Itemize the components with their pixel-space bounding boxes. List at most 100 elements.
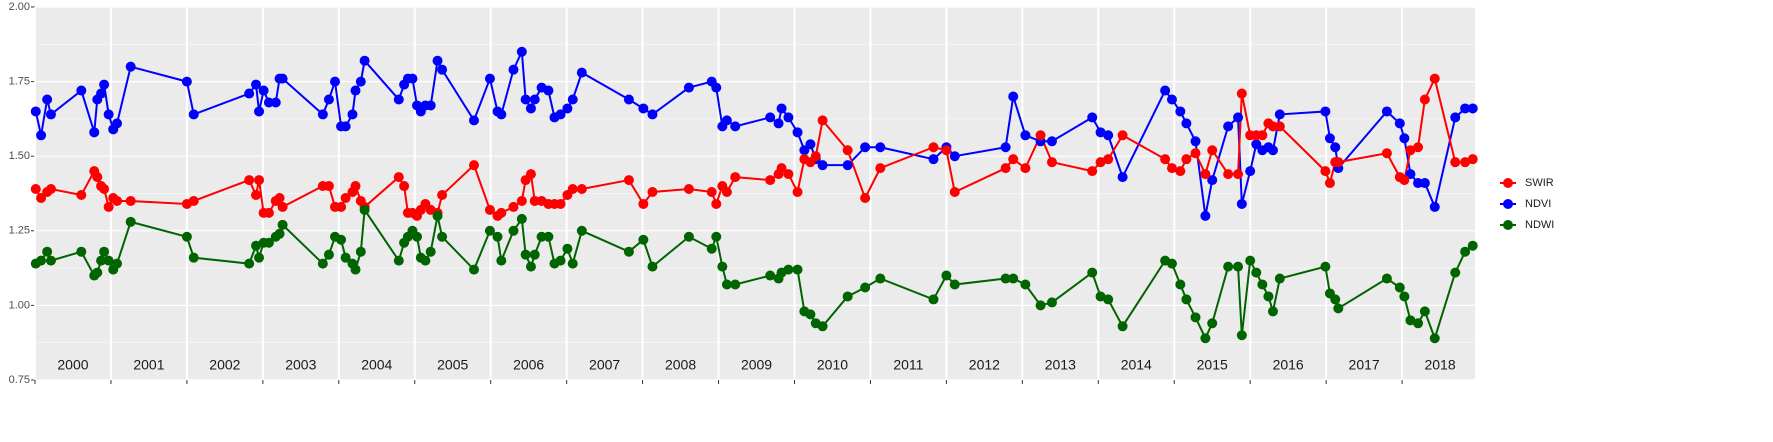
year-label: 2012 [969, 357, 1000, 373]
point [432, 55, 443, 66]
point [941, 145, 952, 156]
point [92, 172, 103, 183]
point [1320, 166, 1331, 177]
point [1467, 103, 1478, 114]
point [1267, 121, 1278, 132]
point [103, 201, 114, 212]
point [1000, 163, 1011, 174]
point [1190, 312, 1201, 323]
year-label: 2015 [1197, 357, 1228, 373]
point [1263, 291, 1274, 302]
legend-key [1503, 220, 1513, 230]
point [1035, 130, 1046, 141]
point [842, 145, 853, 156]
point [1245, 166, 1256, 177]
point [254, 252, 265, 263]
point [1117, 130, 1128, 141]
point [1095, 291, 1106, 302]
point [330, 76, 340, 87]
point [711, 231, 722, 242]
point [340, 192, 351, 203]
point [350, 181, 361, 192]
point [1166, 258, 1177, 269]
point [355, 76, 366, 87]
point [277, 201, 288, 212]
point [112, 195, 123, 206]
point [647, 261, 658, 272]
point [567, 184, 578, 195]
point [1095, 157, 1106, 168]
point [1207, 318, 1218, 329]
point [516, 195, 527, 206]
point [1175, 106, 1186, 117]
point [516, 213, 527, 224]
point [529, 249, 540, 260]
point [1274, 273, 1285, 284]
point [576, 184, 587, 195]
point [1233, 112, 1244, 123]
point [1381, 273, 1392, 284]
point [36, 130, 47, 141]
point [1233, 169, 1244, 180]
point [263, 207, 274, 218]
point [1274, 121, 1285, 132]
point [350, 85, 361, 96]
point [1236, 198, 1247, 209]
point [647, 187, 658, 198]
point [181, 231, 192, 242]
point [30, 106, 41, 117]
point [711, 198, 722, 209]
point [949, 279, 960, 290]
point [576, 67, 587, 78]
point [407, 73, 418, 84]
point [1008, 154, 1019, 165]
point [1330, 142, 1341, 153]
legend-key [1503, 178, 1513, 188]
point [188, 252, 199, 263]
point [765, 112, 776, 123]
point [92, 267, 103, 278]
point [45, 109, 56, 120]
point [496, 109, 507, 120]
point [468, 160, 479, 171]
point [188, 195, 199, 206]
point [765, 175, 776, 186]
point [567, 94, 578, 105]
point [1046, 297, 1057, 308]
point [437, 64, 448, 75]
point [323, 94, 334, 105]
point [706, 243, 717, 254]
point [76, 246, 87, 257]
point [1166, 163, 1177, 174]
year-label: 2007 [589, 357, 620, 373]
point [1117, 172, 1128, 183]
year-label: 2000 [57, 357, 88, 373]
point [1207, 175, 1218, 186]
point [1467, 154, 1478, 165]
point [412, 231, 423, 242]
point [638, 103, 649, 114]
point [89, 127, 100, 138]
point [340, 252, 351, 263]
point [125, 195, 136, 206]
point [251, 189, 262, 200]
legend-label: SWIR [1525, 177, 1554, 189]
point [125, 216, 136, 227]
point [336, 201, 347, 212]
point [721, 115, 732, 126]
point [347, 109, 358, 120]
point [1103, 130, 1114, 141]
point [1405, 315, 1416, 326]
point [181, 76, 192, 87]
point [520, 249, 531, 260]
point [1000, 273, 1011, 284]
point [683, 82, 694, 93]
y-tick-label: 1.25 [9, 225, 30, 237]
y-tick-label: 0.75 [9, 374, 30, 386]
point [270, 97, 281, 108]
point [244, 258, 255, 269]
year-label: 2004 [361, 357, 392, 373]
point [1381, 148, 1392, 159]
point [1320, 261, 1331, 272]
point [42, 246, 53, 257]
